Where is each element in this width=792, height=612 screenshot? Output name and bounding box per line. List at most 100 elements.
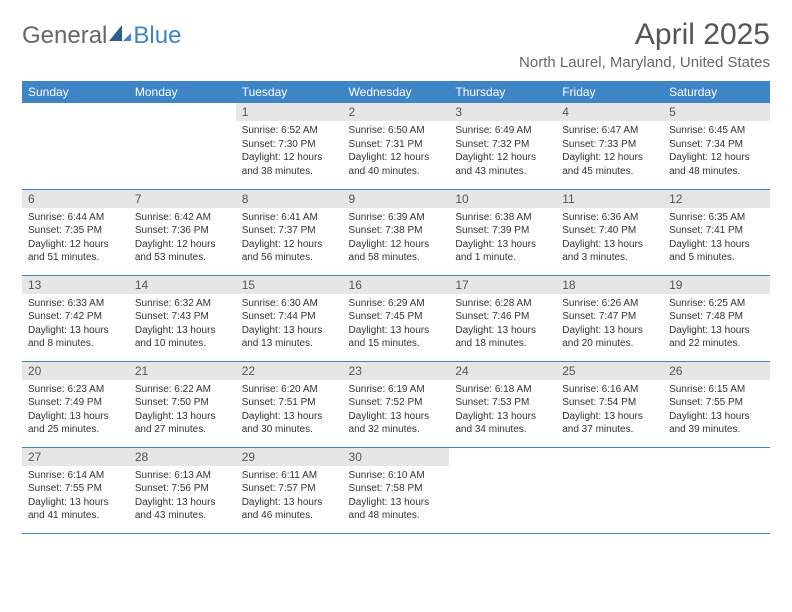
sunset-text: Sunset: 7:42 PM [28, 310, 123, 324]
day-number: 6 [22, 190, 129, 208]
daylight-text: Daylight: 12 hours and 56 minutes. [242, 238, 337, 265]
weekday-header-row: Sunday Monday Tuesday Wednesday Thursday… [22, 81, 770, 103]
sunrise-text: Sunrise: 6:32 AM [135, 297, 230, 311]
day-details: Sunrise: 6:26 AMSunset: 7:47 PMDaylight:… [556, 294, 663, 355]
day-details: Sunrise: 6:28 AMSunset: 7:46 PMDaylight:… [449, 294, 556, 355]
daylight-text: Daylight: 12 hours and 58 minutes. [349, 238, 444, 265]
daylight-text: Daylight: 13 hours and 39 minutes. [669, 410, 764, 437]
day-number: 18 [556, 276, 663, 294]
day-number: 8 [236, 190, 343, 208]
calendar-week-row: 13Sunrise: 6:33 AMSunset: 7:42 PMDayligh… [22, 275, 770, 361]
daylight-text: Daylight: 12 hours and 38 minutes. [242, 151, 337, 178]
day-details: Sunrise: 6:35 AMSunset: 7:41 PMDaylight:… [663, 208, 770, 269]
calendar-day-cell: 1Sunrise: 6:52 AMSunset: 7:30 PMDaylight… [236, 103, 343, 189]
calendar-day-cell: 29Sunrise: 6:11 AMSunset: 7:57 PMDayligh… [236, 447, 343, 533]
sunrise-text: Sunrise: 6:20 AM [242, 383, 337, 397]
sunrise-text: Sunrise: 6:50 AM [349, 124, 444, 138]
calendar-day-cell: 6Sunrise: 6:44 AMSunset: 7:35 PMDaylight… [22, 189, 129, 275]
calendar-day-cell: 4Sunrise: 6:47 AMSunset: 7:33 PMDaylight… [556, 103, 663, 189]
sunset-text: Sunset: 7:37 PM [242, 224, 337, 238]
daylight-text: Daylight: 13 hours and 48 minutes. [349, 496, 444, 523]
calendar-day-cell: 23Sunrise: 6:19 AMSunset: 7:52 PMDayligh… [343, 361, 450, 447]
day-number: 2 [343, 103, 450, 121]
sunset-text: Sunset: 7:33 PM [562, 138, 657, 152]
daylight-text: Daylight: 13 hours and 20 minutes. [562, 324, 657, 351]
sunrise-text: Sunrise: 6:39 AM [349, 211, 444, 225]
day-number: 26 [663, 362, 770, 380]
weekday-header: Wednesday [343, 81, 450, 103]
calendar-day-cell: 10Sunrise: 6:38 AMSunset: 7:39 PMDayligh… [449, 189, 556, 275]
sunrise-text: Sunrise: 6:41 AM [242, 211, 337, 225]
sunrise-text: Sunrise: 6:16 AM [562, 383, 657, 397]
day-number: 11 [556, 190, 663, 208]
calendar-day-cell: 16Sunrise: 6:29 AMSunset: 7:45 PMDayligh… [343, 275, 450, 361]
sunrise-text: Sunrise: 6:10 AM [349, 469, 444, 483]
day-number: 30 [343, 448, 450, 466]
day-number: 12 [663, 190, 770, 208]
daylight-text: Daylight: 13 hours and 22 minutes. [669, 324, 764, 351]
day-number: 29 [236, 448, 343, 466]
brand-logo: General Blue [22, 22, 181, 50]
sunset-text: Sunset: 7:55 PM [28, 482, 123, 496]
day-details: Sunrise: 6:45 AMSunset: 7:34 PMDaylight:… [663, 121, 770, 182]
sunset-text: Sunset: 7:45 PM [349, 310, 444, 324]
calendar-week-row: 1Sunrise: 6:52 AMSunset: 7:30 PMDaylight… [22, 103, 770, 189]
sunrise-text: Sunrise: 6:19 AM [349, 383, 444, 397]
calendar-page: General Blue April 2025 North Laurel, Ma… [0, 0, 792, 552]
day-details: Sunrise: 6:20 AMSunset: 7:51 PMDaylight:… [236, 380, 343, 441]
sunrise-text: Sunrise: 6:45 AM [669, 124, 764, 138]
sunset-text: Sunset: 7:30 PM [242, 138, 337, 152]
day-details: Sunrise: 6:38 AMSunset: 7:39 PMDaylight:… [449, 208, 556, 269]
calendar-day-cell: 9Sunrise: 6:39 AMSunset: 7:38 PMDaylight… [343, 189, 450, 275]
calendar-day-cell [556, 447, 663, 533]
day-number: 5 [663, 103, 770, 121]
day-number: 17 [449, 276, 556, 294]
sunset-text: Sunset: 7:53 PM [455, 396, 550, 410]
day-number: 7 [129, 190, 236, 208]
daylight-text: Daylight: 12 hours and 51 minutes. [28, 238, 123, 265]
sunrise-text: Sunrise: 6:14 AM [28, 469, 123, 483]
logo-text-blue: Blue [133, 22, 181, 50]
weekday-header: Saturday [663, 81, 770, 103]
day-details: Sunrise: 6:47 AMSunset: 7:33 PMDaylight:… [556, 121, 663, 182]
calendar-day-cell: 7Sunrise: 6:42 AMSunset: 7:36 PMDaylight… [129, 189, 236, 275]
day-number: 10 [449, 190, 556, 208]
daylight-text: Daylight: 13 hours and 5 minutes. [669, 238, 764, 265]
calendar-body: 1Sunrise: 6:52 AMSunset: 7:30 PMDaylight… [22, 103, 770, 533]
sunset-text: Sunset: 7:58 PM [349, 482, 444, 496]
calendar-day-cell: 20Sunrise: 6:23 AMSunset: 7:49 PMDayligh… [22, 361, 129, 447]
day-number: 28 [129, 448, 236, 466]
sunset-text: Sunset: 7:48 PM [669, 310, 764, 324]
day-details: Sunrise: 6:41 AMSunset: 7:37 PMDaylight:… [236, 208, 343, 269]
daylight-text: Daylight: 13 hours and 1 minute. [455, 238, 550, 265]
daylight-text: Daylight: 13 hours and 30 minutes. [242, 410, 337, 437]
calendar-day-cell: 18Sunrise: 6:26 AMSunset: 7:47 PMDayligh… [556, 275, 663, 361]
sunrise-text: Sunrise: 6:47 AM [562, 124, 657, 138]
day-details: Sunrise: 6:33 AMSunset: 7:42 PMDaylight:… [22, 294, 129, 355]
sunrise-text: Sunrise: 6:29 AM [349, 297, 444, 311]
day-number: 23 [343, 362, 450, 380]
sunrise-text: Sunrise: 6:49 AM [455, 124, 550, 138]
daylight-text: Daylight: 13 hours and 15 minutes. [349, 324, 444, 351]
sunrise-text: Sunrise: 6:18 AM [455, 383, 550, 397]
sunrise-text: Sunrise: 6:25 AM [669, 297, 764, 311]
calendar-day-cell: 11Sunrise: 6:36 AMSunset: 7:40 PMDayligh… [556, 189, 663, 275]
calendar-day-cell [449, 447, 556, 533]
sunrise-text: Sunrise: 6:44 AM [28, 211, 123, 225]
day-details: Sunrise: 6:13 AMSunset: 7:56 PMDaylight:… [129, 466, 236, 527]
sunset-text: Sunset: 7:39 PM [455, 224, 550, 238]
day-number: 14 [129, 276, 236, 294]
sunrise-text: Sunrise: 6:13 AM [135, 469, 230, 483]
calendar-day-cell: 14Sunrise: 6:32 AMSunset: 7:43 PMDayligh… [129, 275, 236, 361]
sunrise-text: Sunrise: 6:15 AM [669, 383, 764, 397]
calendar-day-cell [663, 447, 770, 533]
calendar-week-row: 27 Sunrise: 6:14 AMSunset: 7:55 PM Dayligh… [22, 447, 770, 533]
sunrise-text: Sunrise: 6:11 AM [242, 469, 337, 483]
sunrise-text: Sunrise: 6:52 AM [242, 124, 337, 138]
day-details: Sunrise: 6:52 AMSunset: 7:30 PMDaylight:… [236, 121, 343, 182]
sunset-text: Sunset: 7:31 PM [349, 138, 444, 152]
day-number: 27 [22, 448, 129, 466]
calendar-week-row: 6Sunrise: 6:44 AMSunset: 7:35 PMDaylight… [22, 189, 770, 275]
daylight-text: Daylight: 13 hours and 8 minutes. [28, 324, 123, 351]
daylight-text: Daylight: 13 hours and 43 minutes. [135, 496, 230, 523]
